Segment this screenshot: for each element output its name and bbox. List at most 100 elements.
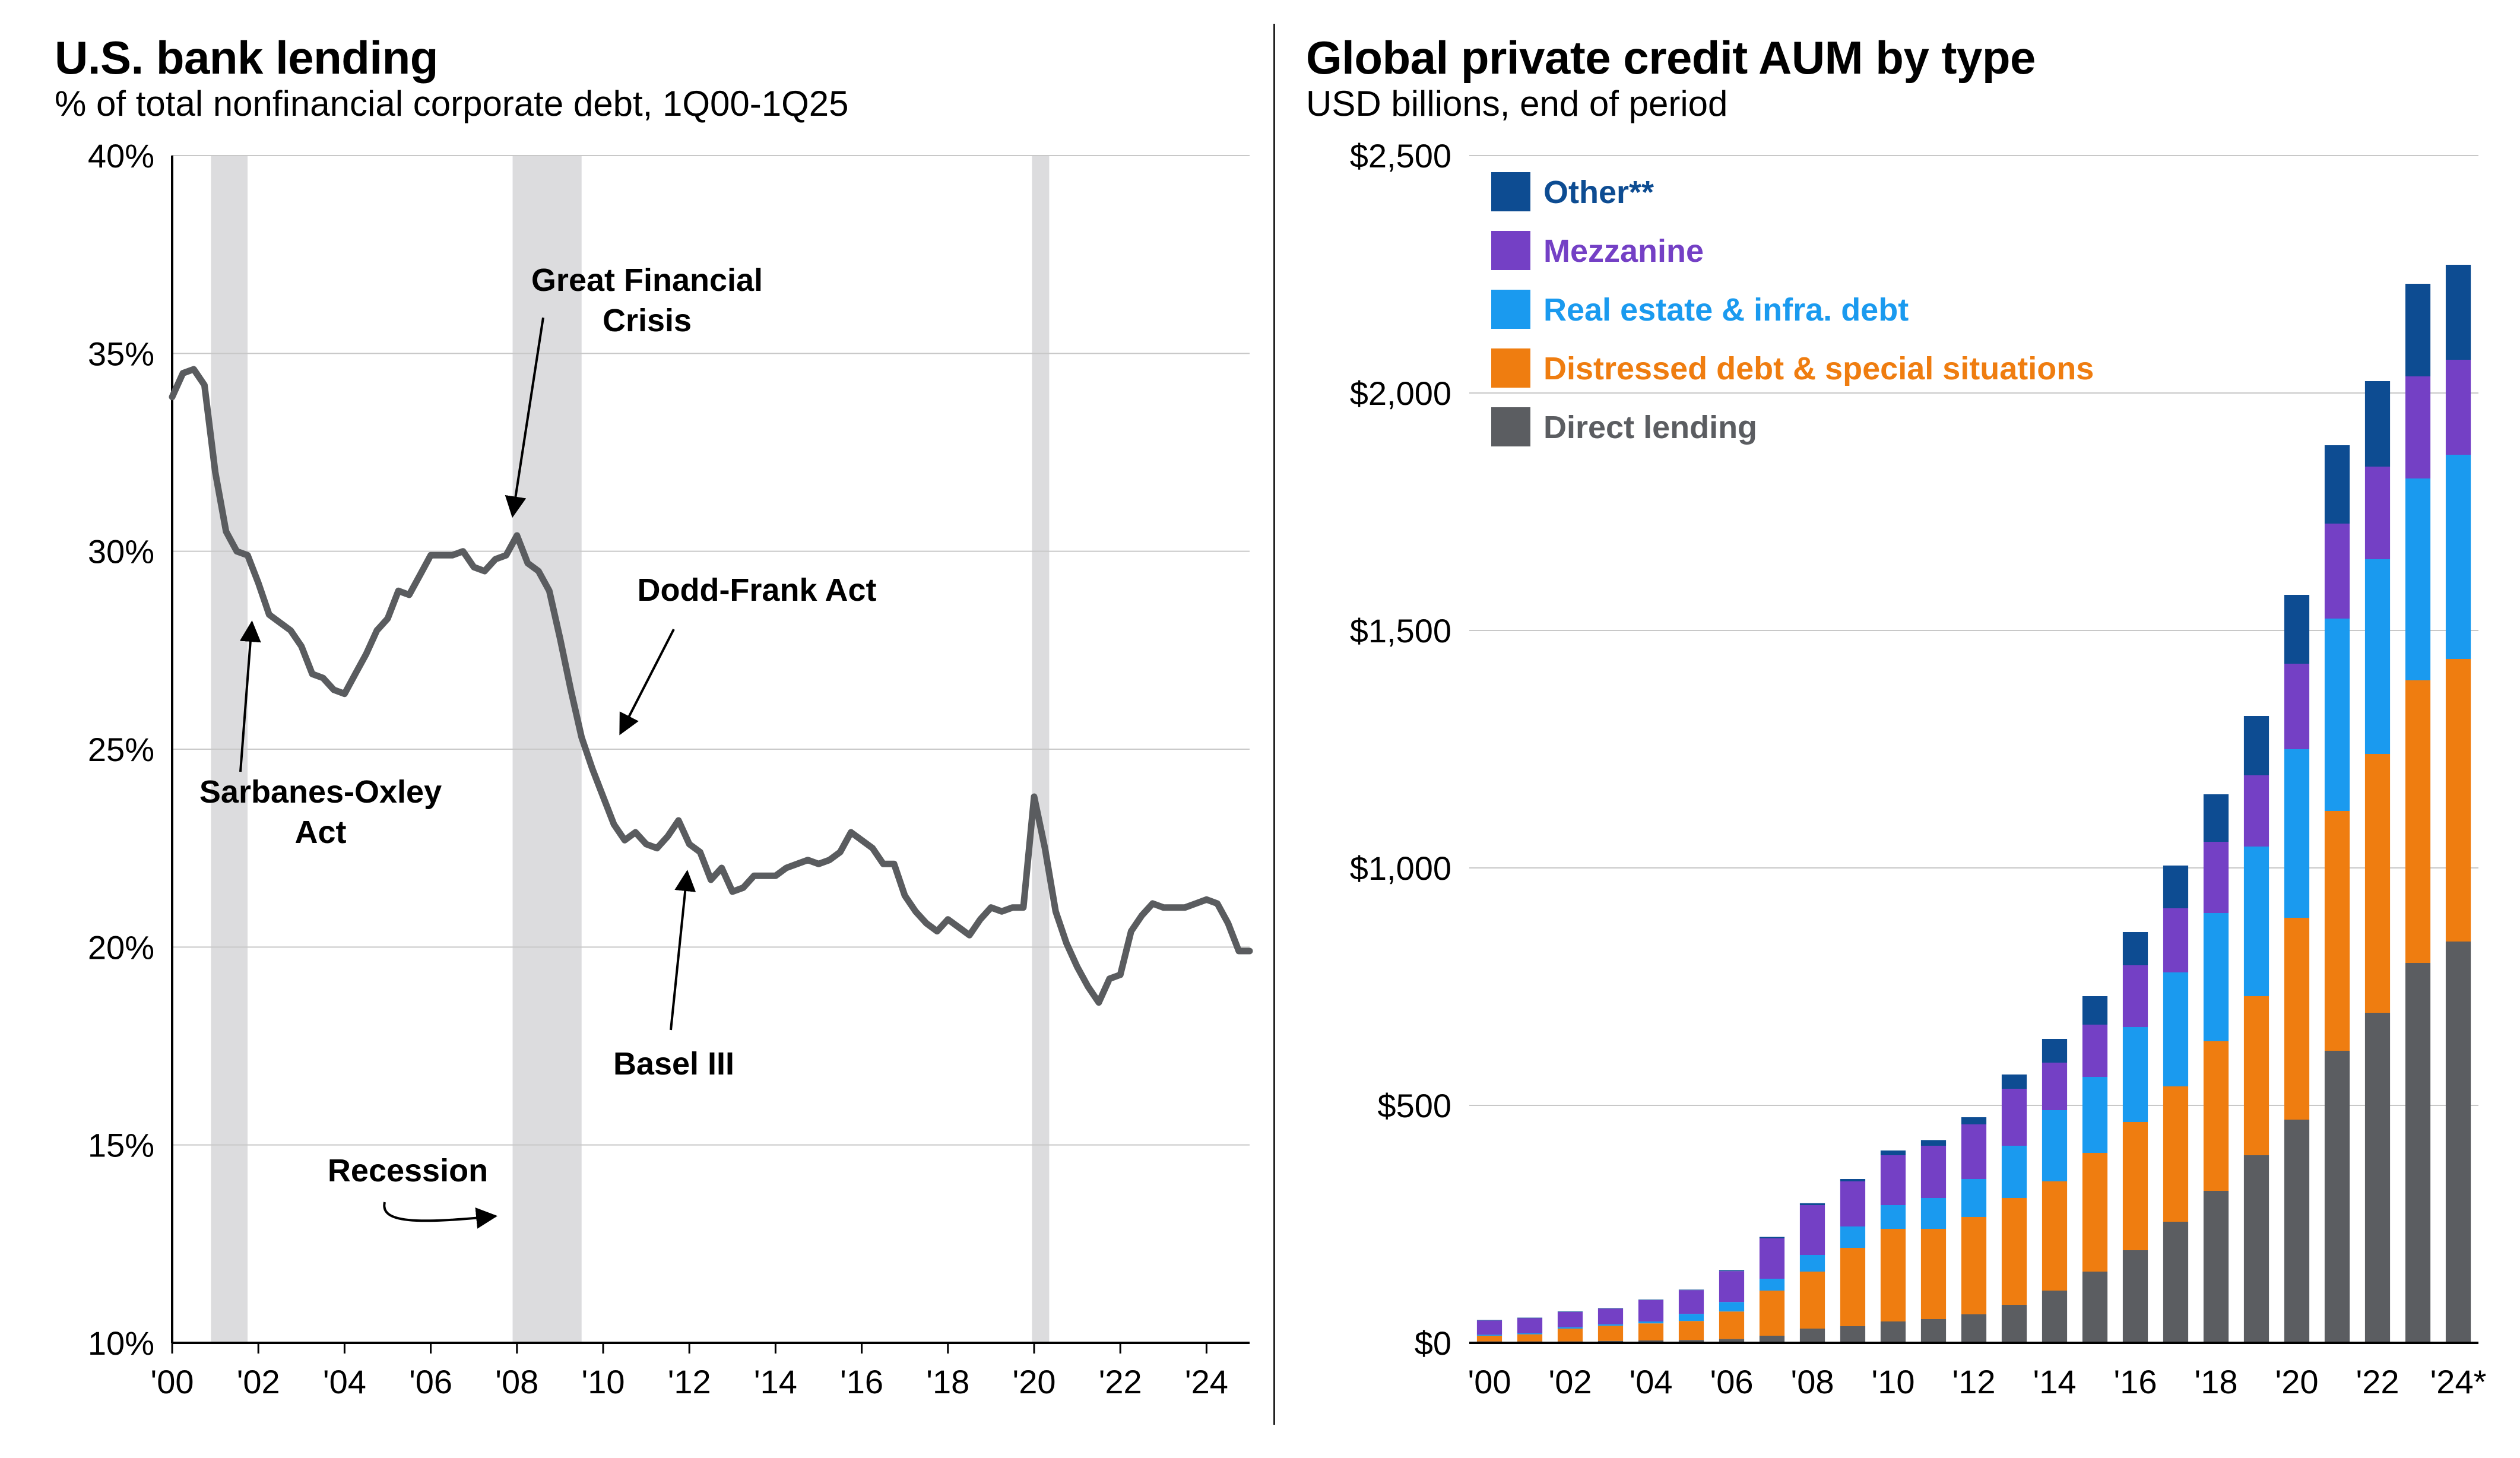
bar-segment-direct-lending-22	[2364, 1013, 2391, 1343]
bar-segment-direct-lending-9	[1840, 1326, 1866, 1343]
legend-label-4: Direct lending	[1543, 410, 1757, 445]
bar-segment-real-estate-infra-debt-16	[2122, 1027, 2148, 1122]
bar-segment-distressed-debt-special-situations-18	[2203, 1041, 2229, 1191]
bar-segment-distressed-debt-special-situations-24	[2445, 659, 2471, 942]
bar-segment-distressed-debt-special-situations-1	[1517, 1334, 1543, 1342]
bar-segment-real-estate-infra-debt-13	[2001, 1146, 2027, 1198]
right-chart-title: Global private credit AUM by type	[1306, 31, 2036, 84]
bar-segment-other--7	[1759, 1237, 1785, 1238]
bar-segment-distressed-debt-special-situations-0	[1476, 1336, 1503, 1342]
bar-segment-direct-lending-16	[2122, 1250, 2148, 1343]
legend-label-0: Other**	[1543, 175, 1654, 210]
bar-segment-real-estate-infra-debt-14	[2042, 1110, 2068, 1181]
bar-segment-direct-lending-7	[1759, 1336, 1785, 1343]
y-tick-label: 10%	[88, 1324, 154, 1362]
bar-segment-distressed-debt-special-situations-14	[2042, 1181, 2068, 1291]
bar-segment-real-estate-infra-debt-6	[1719, 1302, 1745, 1312]
bar-segment-real-estate-infra-debt-22	[2364, 559, 2391, 754]
x-tick-label: '20	[1013, 1363, 1056, 1400]
annotation-basel-iii: Basel III	[613, 1046, 734, 1082]
x-tick-label: '12	[668, 1363, 711, 1400]
x-tick-label: '12	[1952, 1363, 1996, 1400]
legend-swatch-3	[1491, 348, 1530, 388]
y-tick-label: 35%	[88, 335, 154, 372]
bar-segment-direct-lending-18	[2203, 1191, 2229, 1343]
bar-segment-mezzanine-4	[1638, 1300, 1664, 1321]
bar-segment-distressed-debt-special-situations-4	[1638, 1323, 1664, 1340]
bar-segment-direct-lending-11	[1920, 1319, 1947, 1343]
bar-segment-other--5	[1678, 1289, 1704, 1291]
bar-segment-other--17	[2163, 866, 2189, 908]
bar-segment-direct-lending-19	[2243, 1155, 2269, 1343]
bar-segment-mezzanine-15	[2082, 1025, 2108, 1077]
x-tick-label: '04	[1630, 1363, 1673, 1400]
x-tick-label: '08	[495, 1363, 538, 1400]
x-tick-label: '04	[323, 1363, 366, 1400]
bar-segment-distressed-debt-special-situations-3	[1597, 1326, 1624, 1341]
bar-segment-mezzanine-10	[1880, 1155, 1906, 1205]
bar-segment-other--22	[2364, 381, 2391, 467]
annotation-gfc-arrow	[505, 317, 544, 518]
bar-segment-other--19	[2243, 716, 2269, 775]
x-tick-label: '08	[1791, 1363, 1834, 1400]
bar-segment-distressed-debt-special-situations-8	[1799, 1272, 1825, 1329]
bar-segment-real-estate-infra-debt-12	[1961, 1179, 1987, 1217]
bar-segment-real-estate-infra-debt-24	[2445, 455, 2471, 659]
bar-segment-direct-lending-5	[1678, 1340, 1704, 1343]
bar-segment-distressed-debt-special-situations-5	[1678, 1321, 1704, 1340]
x-tick-label: '24	[1185, 1363, 1228, 1400]
bar-segment-mezzanine-1	[1517, 1318, 1543, 1333]
bar-segment-real-estate-infra-debt-11	[1920, 1198, 1947, 1229]
bar-segment-mezzanine-2	[1557, 1312, 1583, 1327]
bar-segment-distressed-debt-special-situations-23	[2405, 680, 2431, 963]
bar-segment-mezzanine-20	[2284, 664, 2310, 749]
bar-segment-distressed-debt-special-situations-17	[2163, 1086, 2189, 1222]
y-tick-label: $0	[1415, 1324, 1451, 1362]
bar-segment-other--0	[1476, 1320, 1503, 1321]
x-tick-label: '02	[1549, 1363, 1592, 1400]
bar-segment-other--3	[1597, 1308, 1624, 1309]
bar-segment-other--13	[2001, 1075, 2027, 1089]
bar-segment-real-estate-infra-debt-4	[1638, 1321, 1664, 1324]
bar-segment-other--16	[2122, 932, 2148, 965]
bar-segment-real-estate-infra-debt-7	[1759, 1279, 1785, 1291]
x-tick-label: '24*	[2430, 1363, 2487, 1400]
bar-segment-mezzanine-23	[2405, 376, 2431, 478]
legend-swatch-0	[1491, 172, 1530, 211]
bar-segment-real-estate-infra-debt-17	[2163, 972, 2189, 1086]
x-tick-label: '20	[2275, 1363, 2319, 1400]
bar-segment-mezzanine-9	[1840, 1181, 1866, 1226]
x-tick-label: '00	[1468, 1363, 1511, 1400]
bar-segment-mezzanine-21	[2324, 524, 2350, 619]
bar-segment-distressed-debt-special-situations-15	[2082, 1153, 2108, 1272]
y-tick-label: $500	[1377, 1087, 1451, 1124]
annotation-dodd-frank-arrow	[619, 629, 675, 736]
bar-segment-direct-lending-13	[2001, 1305, 2027, 1343]
bank-lending-line	[169, 366, 1253, 1006]
legend-swatch-2	[1491, 290, 1530, 329]
x-tick-label: '16	[2114, 1363, 2157, 1400]
bar-segment-other--14	[2042, 1039, 2068, 1063]
x-tick-label: '18	[926, 1363, 969, 1400]
bar-segment-other--20	[2284, 595, 2310, 664]
bar-segment-other--24	[2445, 265, 2471, 360]
annotation-recession-arrow	[383, 1202, 498, 1229]
bar-segment-distressed-debt-special-situations-20	[2284, 918, 2310, 1120]
bar-segment-real-estate-infra-debt-9	[1840, 1226, 1866, 1248]
bar-segment-other--10	[1880, 1150, 1906, 1155]
bar-segment-direct-lending-14	[2042, 1291, 2068, 1343]
bar-segment-direct-lending-24	[2445, 942, 2471, 1343]
x-tick-label: '02	[237, 1363, 280, 1400]
bar-segment-mezzanine-24	[2445, 360, 2471, 455]
legend-swatch-1	[1491, 231, 1530, 270]
bar-segment-mezzanine-0	[1476, 1320, 1503, 1335]
legend-label-2: Real estate & infra. debt	[1543, 292, 1909, 328]
bar-segment-distressed-debt-special-situations-11	[1920, 1229, 1947, 1319]
bar-segment-other--11	[1920, 1140, 1947, 1146]
bar-segment-real-estate-infra-debt-3	[1597, 1324, 1624, 1326]
bar-segment-real-estate-infra-debt-10	[1880, 1205, 1906, 1229]
right-chart-subtitle: USD billions, end of period	[1306, 84, 1728, 123]
bar-segment-mezzanine-3	[1597, 1308, 1624, 1324]
bar-segment-real-estate-infra-debt-19	[2243, 847, 2269, 996]
x-tick-label: '00	[151, 1363, 194, 1400]
